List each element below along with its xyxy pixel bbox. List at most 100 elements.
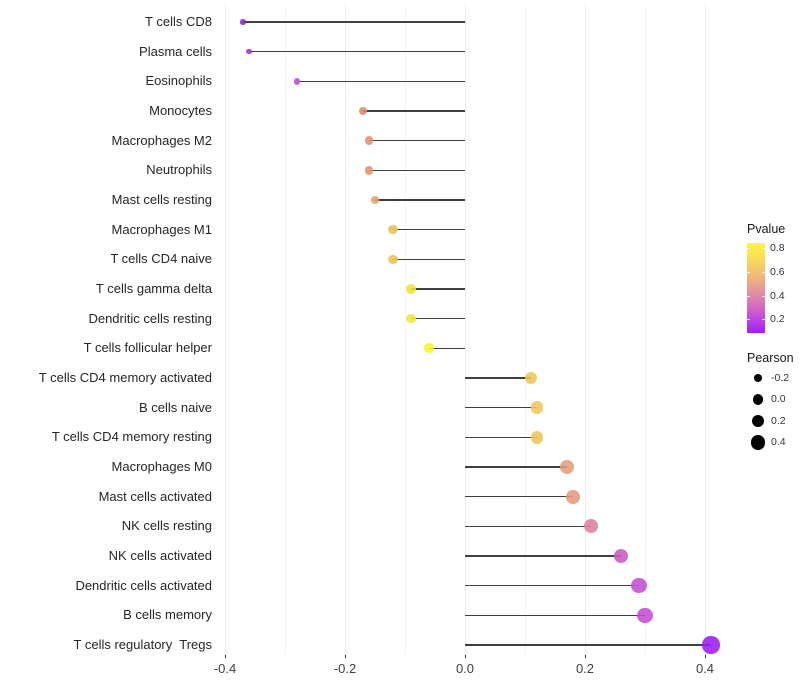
colorbar-tick [747,319,750,321]
pvalue-legend-title: Pvalue [747,222,786,236]
x-tick-mark [705,655,706,658]
category-label: NK cells activated [108,548,212,563]
category-label: T cells gamma delta [95,281,212,296]
category-label: Dendritic cells resting [88,310,212,326]
category-label: Macrophages M2 [111,132,212,148]
lollipop-dot [566,489,580,504]
pvalue-legend: Pvalue 0.8 0.6 0.4 0.2 [747,222,799,333]
lollipop-dot [240,19,246,25]
major-gridline [705,6,706,655]
lollipop-stick [393,258,465,261]
x-tick-label: 0.4 [695,661,715,676]
category-label: T cells CD4 naive [110,251,212,267]
size-legend-dot [752,394,764,405]
x-tick-mark [225,655,226,658]
size-legend-dot [753,373,763,383]
category-label: Mast cells resting [111,192,212,207]
pvalue-colorbar [747,243,765,333]
pearson-legend-title: Pearson [747,351,794,365]
lollipop-dot [388,254,398,264]
lollipop-dot [530,430,544,444]
lollipop-dot [530,401,544,415]
lollipop-dot [293,78,301,85]
lollipop-stick [429,347,465,350]
minor-gridline [405,6,406,655]
lollipop-stick [465,436,537,439]
lollipop-stick [249,50,465,53]
major-gridline [465,6,466,655]
lollipop-stick [375,199,465,201]
colorbar-tick [762,248,765,250]
lollipop-dot [246,49,252,55]
lollipop-stick [369,139,465,142]
x-tick-label: -0.4 [213,661,237,676]
pearson-legend: Pearson -0.2 0.0 0.2 0.4 [747,351,800,450]
lollipop-stick [369,169,465,172]
x-tick-mark [465,655,466,658]
category-label: T cells CD8 [145,14,212,29]
size-legend-label: 0.0 [771,393,786,405]
lollipop-dot [364,136,374,145]
category-label: Macrophages M1 [111,221,212,237]
lollipop-dot [631,577,647,594]
size-legend-label: 0.2 [771,414,786,427]
lollipop-stick [465,466,567,468]
size-legend-label: -0.2 [771,371,790,384]
category-label: Plasma cells [139,43,212,59]
category-label: T cells regulatory Tregs [73,637,212,652]
category-label: Neutrophils [146,162,212,178]
lollipop-dot [406,313,416,324]
lollipop-dot [424,343,434,354]
lollipop-stick [465,495,573,498]
lollipop-stick [411,317,465,320]
major-gridline [345,6,346,655]
colorbar-tick [762,319,765,321]
category-label: Monocytes [149,103,212,118]
minor-gridline [525,6,526,655]
major-gridline [225,6,226,655]
category-label: Eosinophils [145,73,213,89]
lollipop-dot [524,371,538,385]
lollipop-stick [297,80,465,83]
x-tick-mark [345,655,346,658]
x-tick-mark [585,655,586,658]
lollipop-stick [465,644,711,646]
lollipop-stick [465,525,591,528]
minor-gridline [645,6,646,655]
colorbar-tick-label: 0.6 [770,265,785,278]
lollipop-dot [406,284,416,294]
lollipop-dot [358,106,368,116]
size-legend-dot [751,414,765,428]
lollipop-dot [613,548,629,564]
lollipop-dot [637,607,653,624]
colorbar-tick [747,271,750,273]
colorbar-tick [762,271,765,273]
category-label: B cells memory [123,607,212,623]
lollipop-stick [465,614,645,617]
lollipop-dot [702,636,720,654]
category-label: T cells CD4 memory activated [38,370,212,385]
category-label: T cells follicular helper [83,340,212,356]
lollipop-stick [243,21,465,23]
lollipop-stick [465,555,621,557]
colorbar-tick [747,248,750,250]
lollipop-stick [393,228,465,231]
category-label: Dendritic cells activated [75,577,212,593]
size-legend-label: 0.4 [771,436,786,448]
lollipop-stick [465,377,531,379]
lollipop-stick [411,288,465,290]
lollipop-dot [560,460,574,474]
category-label: Macrophages M0 [111,459,212,474]
colorbar-tick [762,295,765,297]
lollipop-stick [465,406,537,409]
category-label: NK cells resting [121,518,212,534]
colorbar-tick-label: 0.8 [770,242,785,255]
minor-gridline [285,6,286,655]
category-label: B cells naive [139,399,212,415]
lollipop-stick [363,110,465,112]
lollipop-dot [364,166,374,175]
lollipop-dot [583,519,599,534]
colorbar-tick [747,295,750,297]
category-label: Mast cells activated [98,488,212,504]
